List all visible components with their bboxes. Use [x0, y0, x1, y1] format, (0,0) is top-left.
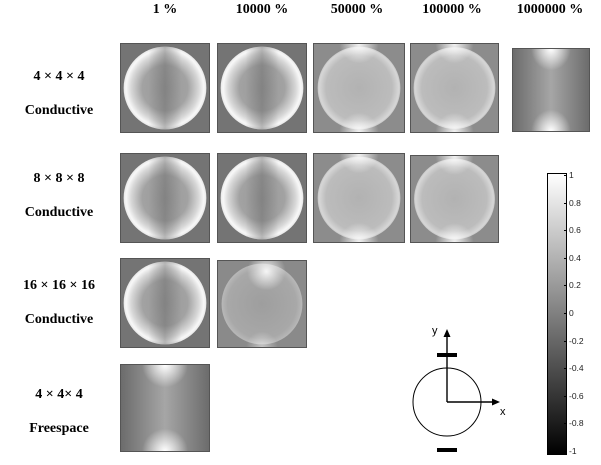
- colorbar-tick-label: -0.8: [569, 418, 584, 429]
- field-map: [411, 44, 498, 132]
- column-header-2: 50000 %: [330, 2, 384, 17]
- colorbar-tick-mark: [564, 340, 567, 342]
- tile-row1-col3: [410, 155, 499, 243]
- colorbar-tick-label: 0: [569, 308, 574, 318]
- x-axis-label: x: [500, 406, 506, 418]
- colorbar-tick-label: 0.2: [569, 280, 581, 291]
- column-header-4: 1000000 %: [516, 2, 584, 17]
- plus-bar-icon: [437, 353, 457, 357]
- tile-row2-col0: [120, 258, 210, 348]
- axes-diagram-svg: [412, 329, 500, 452]
- field-map: [121, 259, 209, 347]
- field-map: [218, 44, 306, 132]
- row-size-label: 4 × 4× 4: [35, 387, 83, 402]
- colorbar-tick-mark: [564, 368, 567, 370]
- field-map: [121, 365, 209, 451]
- tile-row3-col0: [120, 364, 210, 452]
- field-map: [121, 154, 209, 242]
- field-map: [411, 156, 498, 242]
- field-map: [218, 154, 306, 242]
- tile-row1-col1: [217, 153, 307, 243]
- tile-row0-col4: [512, 48, 590, 132]
- colorbar-tick-label: 1: [569, 170, 574, 180]
- tile-row0-col2: [313, 43, 405, 133]
- tile-row0-col0: [120, 43, 210, 133]
- row-type-label: Conductive: [24, 103, 94, 118]
- row-size-label: 16 × 16 × 16: [23, 278, 95, 293]
- row-label-0: 4 × 4 × 4 Conductive: [0, 68, 118, 120]
- row-size-label: 4 × 4 × 4: [33, 69, 85, 84]
- colorbar-tick-label: -1: [569, 446, 577, 456]
- row-type-label: Freespace: [29, 421, 89, 436]
- row-label-1: 8 × 8 × 8 Conductive: [0, 170, 118, 222]
- field-map: [314, 154, 404, 242]
- colorbar-tick-mark: [564, 313, 567, 314]
- tile-row1-col2: [313, 153, 405, 243]
- colorbar-tick-mark: [564, 175, 567, 176]
- field-map: [218, 261, 306, 347]
- tile-row2-col1: [217, 260, 307, 348]
- colorbar-tick-label: -0.2: [569, 335, 584, 346]
- column-header-3: 100000 %: [422, 2, 482, 17]
- colorbar-tick-mark: [564, 285, 567, 287]
- row-label-3: 4 × 4× 4 Freespace: [0, 386, 118, 438]
- colorbar-tick-mark: [564, 202, 567, 204]
- y-axis-label: y: [432, 325, 438, 337]
- colorbar-tick-mark: [564, 395, 567, 397]
- colorbar-tick-mark: [564, 230, 567, 232]
- colorbar-tick-label: 0.4: [569, 252, 581, 263]
- minus-bar-icon: [437, 448, 457, 452]
- colorbar: 1 0.8 0.6 0.4 0.2 0 -0.2 -0.4 -0.6 -0.8 -1: [547, 170, 595, 458]
- colorbar-tick-label: 0.8: [569, 197, 581, 208]
- tile-row0-col3: [410, 43, 499, 133]
- axes-diagram: y x: [405, 325, 515, 456]
- tile-row1-col0: [120, 153, 210, 243]
- row-size-label: 8 × 8 × 8: [33, 171, 85, 186]
- colorbar-tick-label: -0.4: [569, 363, 584, 374]
- field-map: [314, 44, 404, 132]
- row-type-label: Conductive: [24, 312, 94, 327]
- colorbar-tick-mark: [564, 451, 567, 452]
- field-map: [121, 44, 209, 132]
- row-label-2: 16 × 16 × 16 Conductive: [0, 277, 118, 329]
- row-type-label: Conductive: [24, 205, 94, 220]
- colorbar-gradient: [547, 173, 567, 455]
- column-header-0: 1 %: [152, 2, 178, 17]
- field-map: [513, 49, 589, 131]
- colorbar-tick-mark: [564, 423, 567, 425]
- colorbar-tick-label: 0.6: [569, 225, 581, 236]
- column-header-1: 10000 %: [235, 2, 289, 17]
- tile-row0-col1: [217, 43, 307, 133]
- colorbar-tick-label: -0.6: [569, 390, 584, 401]
- colorbar-tick-mark: [564, 257, 567, 259]
